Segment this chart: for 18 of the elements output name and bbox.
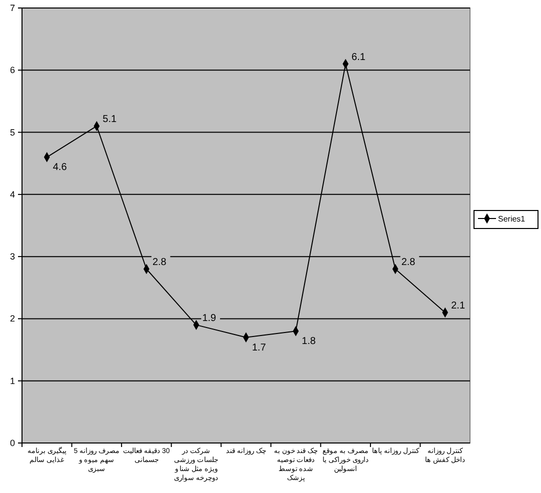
y-tick-label: 2 [10, 314, 15, 324]
data-label: 4.6 [52, 162, 68, 174]
data-label: 1.9 [202, 312, 217, 324]
y-tick-label: 4 [10, 189, 15, 200]
data-label: 2.8 [152, 257, 167, 268]
y-tick-label: 1 [10, 376, 15, 386]
data-label: 1.7 [252, 342, 266, 354]
data-label: 6.1 [352, 52, 366, 63]
y-tick-label: 7 [10, 3, 15, 13]
data-label: 5.1 [102, 114, 118, 126]
data-label: 1.8 [302, 336, 316, 348]
y-tick-label: 3 [10, 252, 15, 262]
y-tick-label: 0 [10, 438, 15, 448]
y-tick-label: 5 [10, 127, 15, 138]
y-tick-label: 6 [10, 65, 15, 76]
data-label: 2.1 [451, 300, 466, 312]
data-label: 2.8 [401, 257, 416, 268]
legend-label: Series1 [498, 214, 526, 224]
